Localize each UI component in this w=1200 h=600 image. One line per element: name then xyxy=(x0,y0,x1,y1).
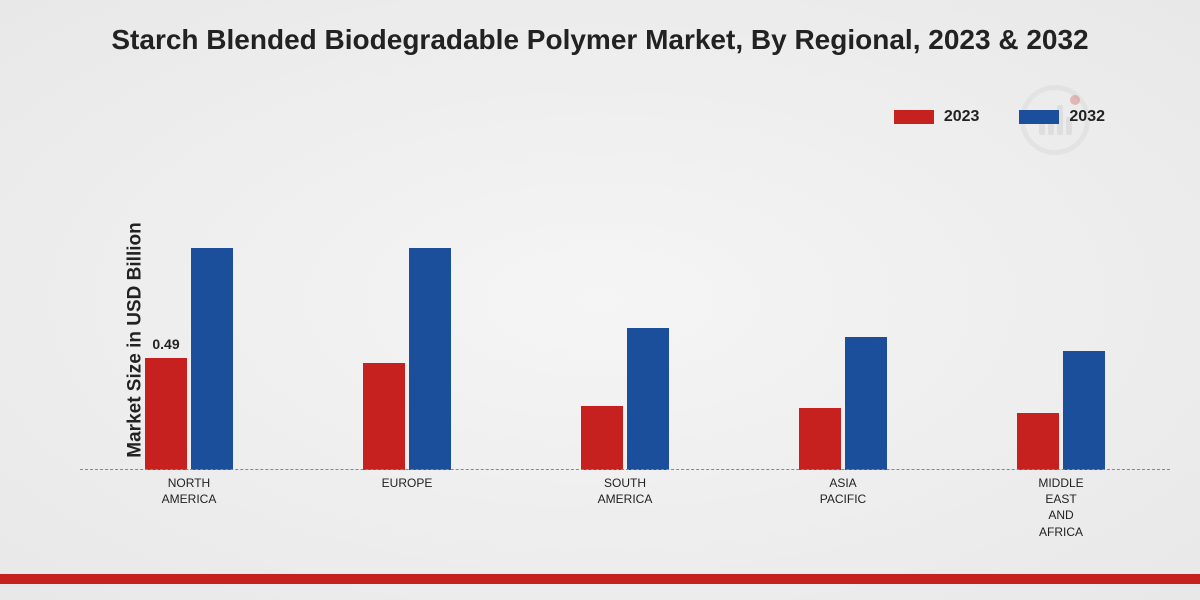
bar-group xyxy=(516,150,734,470)
bar-2023 xyxy=(799,408,841,470)
bar-group xyxy=(298,150,516,470)
bar-2023 xyxy=(363,363,405,470)
chart-container: Market Size in USD Billion 0.49 NORTH AM… xyxy=(0,150,1200,530)
x-axis-labels: NORTH AMERICAEUROPESOUTH AMERICAASIA PAC… xyxy=(80,475,1170,540)
bar-group xyxy=(952,150,1170,470)
bar-data-label: 0.49 xyxy=(152,336,179,352)
x-axis-label: SOUTH AMERICA xyxy=(516,475,734,540)
legend-swatch-2023 xyxy=(894,110,934,124)
x-axis-label: MIDDLE EAST AND AFRICA xyxy=(952,475,1170,540)
bar-2023 xyxy=(581,406,623,470)
legend-item-2023: 2023 xyxy=(894,108,980,126)
legend-item-2032: 2032 xyxy=(1019,108,1105,126)
bar-2023: 0.49 xyxy=(145,358,187,470)
x-axis-label: NORTH AMERICA xyxy=(80,475,298,540)
bar-group xyxy=(734,150,952,470)
chart-title: Starch Blended Biodegradable Polymer Mar… xyxy=(0,0,1200,56)
legend-label-2023: 2023 xyxy=(944,108,980,126)
bar-2032 xyxy=(627,328,669,470)
legend-swatch-2032 xyxy=(1019,110,1059,124)
baseline xyxy=(80,469,1170,470)
bar-2032 xyxy=(191,248,233,470)
bar-2032 xyxy=(409,248,451,470)
footer-line xyxy=(0,574,1200,584)
plot-area: 0.49 xyxy=(80,150,1170,470)
legend-label-2032: 2032 xyxy=(1069,108,1105,126)
bar-2032 xyxy=(1063,351,1105,470)
bar-groups: 0.49 xyxy=(80,150,1170,470)
x-axis-label: EUROPE xyxy=(298,475,516,540)
bar-2023 xyxy=(1017,413,1059,470)
bar-2032 xyxy=(845,337,887,470)
legend: 2023 2032 xyxy=(894,108,1105,126)
x-axis-label: ASIA PACIFIC xyxy=(734,475,952,540)
bar-group: 0.49 xyxy=(80,150,298,470)
